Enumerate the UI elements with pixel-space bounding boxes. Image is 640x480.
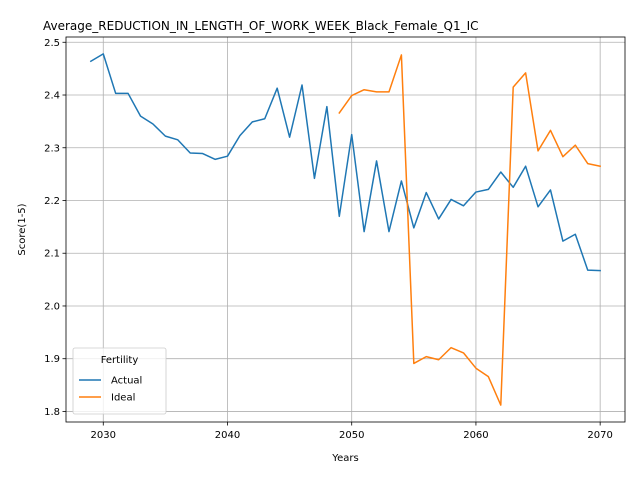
legend-label-actual: Actual — [111, 376, 142, 387]
x-tick-label: 2030 — [91, 430, 116, 441]
y-tick-label: 1.9 — [44, 354, 60, 365]
x-tick-label: 2040 — [215, 430, 240, 441]
y-tick-label: 2.1 — [44, 249, 60, 260]
x-tick-label: 2070 — [587, 430, 612, 441]
series-line-ideal — [338, 54, 602, 406]
x-axis-label: Years — [331, 453, 358, 464]
y-tick-label: 2.3 — [44, 143, 60, 154]
x-tick-label: 2050 — [339, 430, 364, 441]
y-tick-label: 2.4 — [44, 91, 60, 102]
y-tick-label: 1.8 — [44, 407, 60, 418]
legend-title: Fertility — [101, 355, 139, 366]
legend-label-ideal: Ideal — [111, 393, 135, 404]
y-tick-label: 2.2 — [44, 196, 60, 207]
plot-frame — [65, 36, 626, 423]
y-tick-label: 2.5 — [44, 38, 60, 49]
x-tick-label: 2060 — [463, 430, 488, 441]
y-axis-label: Score(1-5) — [17, 203, 28, 255]
y-tick-label: 2.0 — [44, 301, 60, 312]
legend-items: Actual Ideal — [79, 376, 142, 404]
chart-title: Average_REDUCTION_IN_LENGTH_OF_WORK_WEEK… — [43, 19, 479, 33]
legend: Fertility Actual Ideal — [72, 347, 167, 415]
axis-ticks: 2030 2040 2050 2060 2070 1.8 1.9 2.0 2.1 2.2 2.3 2.… — [44, 38, 613, 441]
series-line-actual — [89, 53, 601, 272]
series-layer — [89, 53, 602, 406]
